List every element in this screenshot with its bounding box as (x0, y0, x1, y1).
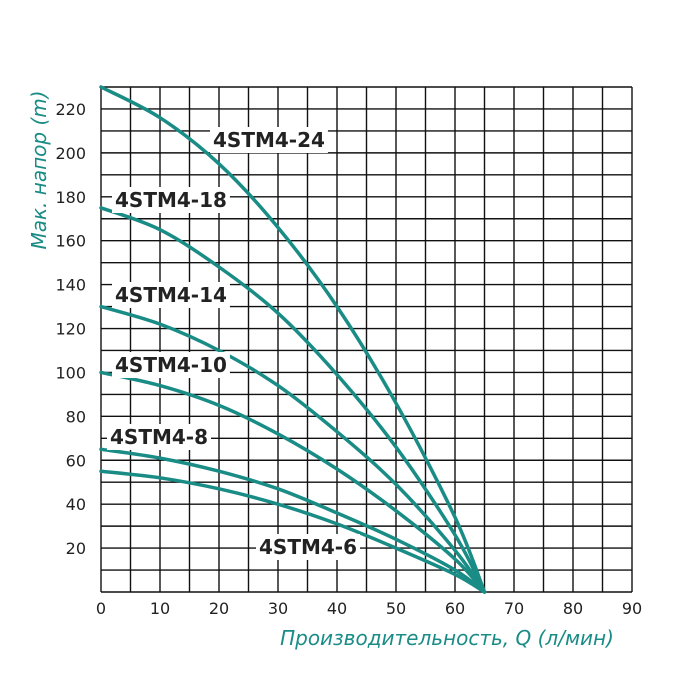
y-tick-label: 40 (66, 495, 86, 514)
y-tick-label: 160 (55, 232, 86, 251)
series-label-background (112, 187, 230, 213)
x-tick-label: 80 (563, 599, 583, 618)
y-axis-ticks: 20 40 60 80 100 120 140 160 180 200 220 (55, 100, 86, 558)
x-tick-label: 60 (445, 599, 465, 618)
x-tick-label: 70 (504, 599, 524, 618)
x-tick-label: 50 (386, 599, 406, 618)
series-label-background (107, 424, 211, 450)
grid (100, 86, 633, 593)
series-label: 4STM4-6 (259, 535, 357, 559)
x-axis-ticks: 0 10 20 30 40 50 60 70 80 90 (96, 599, 642, 618)
series-label: 4STM4-18 (115, 188, 227, 212)
y-tick-label: 200 (55, 144, 86, 163)
curve-4stm4-10 (99, 370, 487, 594)
x-tick-label: 10 (150, 599, 170, 618)
series-label-background (256, 534, 360, 560)
y-tick-label: 60 (66, 451, 86, 470)
curve-4stm4-8 (99, 447, 487, 594)
y-tick-label: 20 (66, 539, 86, 558)
series-label: 4STM4-24 (213, 128, 325, 152)
curve-4stm4-14 (99, 304, 487, 594)
y-tick-label: 100 (55, 363, 86, 382)
y-tick-label: 220 (55, 100, 86, 119)
performance-curves (99, 85, 487, 594)
y-tick-label: 120 (55, 320, 86, 339)
series-label: 4STM4-8 (110, 425, 208, 449)
curve-4stm4-24 (99, 85, 487, 594)
series-labels: 4STM4-24 4STM4-18 4STM4-14 4STM4-10 4STM4-8 4… (107, 127, 360, 560)
x-tick-label: 40 (327, 599, 347, 618)
x-tick-label: 20 (209, 599, 229, 618)
series-label-background (210, 127, 328, 153)
curve-4stm4-6 (99, 469, 487, 594)
x-axis-title: Производительность, Q (л/мин) (280, 626, 614, 650)
curve-4stm4-18 (99, 206, 487, 594)
series-label-background (112, 352, 230, 378)
x-tick-label: 0 (96, 599, 106, 618)
series-label: 4STM4-14 (115, 283, 227, 307)
y-tick-label: 140 (55, 276, 86, 295)
series-label-background (112, 282, 230, 308)
x-tick-label: 90 (622, 599, 642, 618)
x-tick-label: 30 (268, 599, 288, 618)
y-tick-label: 180 (55, 188, 86, 207)
y-axis-title: Мак. напор (m) (27, 90, 51, 249)
series-label: 4STM4-10 (115, 353, 227, 377)
y-tick-label: 80 (66, 407, 86, 426)
